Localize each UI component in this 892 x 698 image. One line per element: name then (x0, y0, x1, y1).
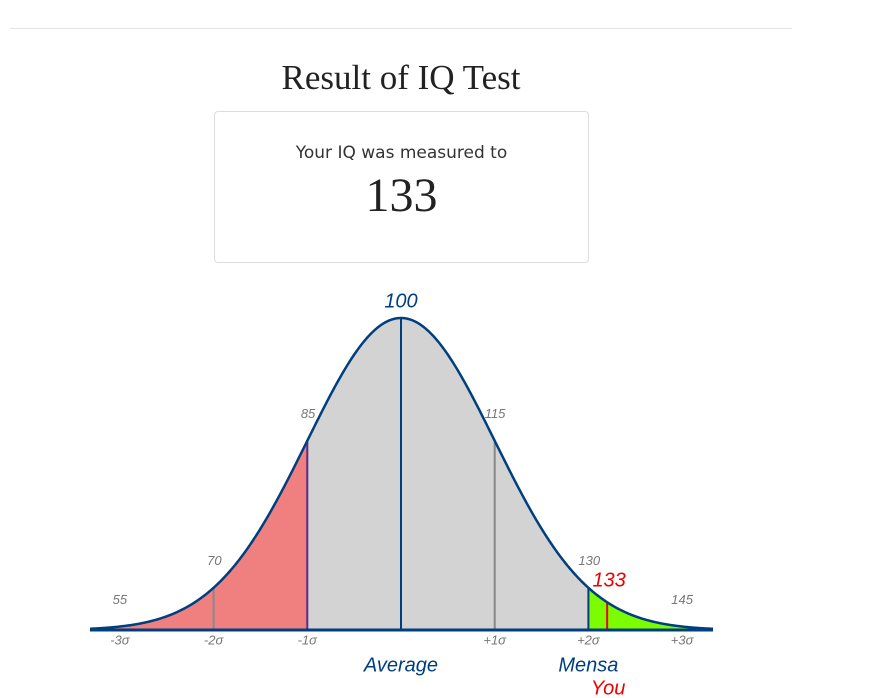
curve-line (89, 316, 714, 631)
low-region (90, 440, 308, 630)
point-label: 55 (113, 592, 128, 607)
you-label: You (591, 677, 625, 698)
mensa-label: Mensa (558, 654, 618, 676)
mensa-region (588, 587, 713, 630)
divider (10, 28, 792, 29)
point-label: 115 (485, 406, 506, 421)
point-label: 145 (671, 592, 693, 607)
point-label: 70 (207, 553, 222, 568)
mean-label: 100 (384, 290, 417, 312)
sigma-label: -2σ (204, 632, 225, 647)
point-label: 85 (301, 406, 316, 421)
result-card: Your IQ was measured to 133 (214, 111, 589, 263)
you-value: 133 (592, 569, 625, 591)
sigma-label: -1σ (298, 632, 319, 647)
sigma-label: +1σ (483, 632, 507, 647)
result-label: Your IQ was measured to (295, 143, 508, 163)
mid-region (307, 318, 589, 630)
sigma-label: +3σ (671, 632, 695, 647)
sigma-label: -3σ (110, 632, 131, 647)
sigma-label: +2σ (577, 632, 601, 647)
page-title: Result of IQ Test (281, 58, 521, 97)
average-label: Average (363, 654, 438, 676)
point-label: 130 (578, 553, 600, 568)
result-value: 133 (365, 169, 438, 222)
